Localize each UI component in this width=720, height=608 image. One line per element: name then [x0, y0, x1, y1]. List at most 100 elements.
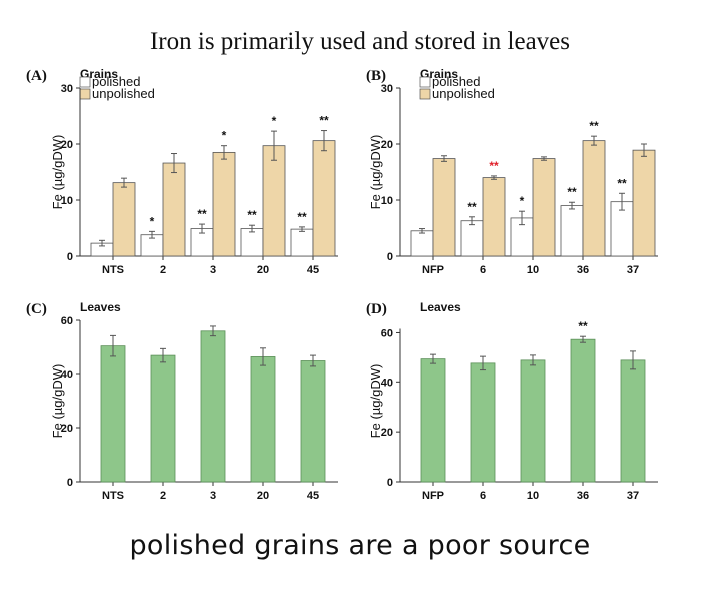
- bar-leaves-3: [200, 330, 226, 483]
- legend-title: Leaves: [420, 300, 461, 314]
- bar-leaves-37: [620, 359, 646, 483]
- x-tick-label: 36: [577, 264, 589, 276]
- x-tick-label: 45: [307, 490, 319, 502]
- bar-unpolished-37: [632, 149, 656, 257]
- bar-polished-nfp: [410, 230, 434, 257]
- panel-label: (B): [366, 68, 386, 84]
- x-tick-label: 45: [307, 264, 319, 276]
- bar-polished-6: [460, 220, 484, 257]
- y-tick-label: 10: [61, 195, 73, 207]
- bar-unpolished-3: [212, 151, 236, 257]
- x-tick-label: 37: [627, 490, 639, 502]
- y-tick-label: 0: [67, 477, 73, 489]
- significance-marker: *: [520, 194, 525, 208]
- bar-unpolished-20: [262, 145, 286, 257]
- x-tick-label: NFP: [422, 490, 444, 502]
- bar-unpolished-nts: [112, 182, 136, 257]
- y-tick-label: 30: [61, 83, 73, 95]
- legend-title: Leaves: [80, 300, 121, 314]
- y-tick-label: 20: [381, 427, 393, 439]
- y-tick-label: 30: [381, 83, 393, 95]
- x-tick-label: 6: [480, 490, 486, 502]
- y-axis-label: Fe (µg/gDW): [368, 364, 383, 439]
- bar-leaves-2: [150, 354, 176, 483]
- x-tick-label: 20: [257, 264, 269, 276]
- bar-unpolished-6: [482, 177, 506, 257]
- x-tick-label: 3: [210, 490, 216, 502]
- bar-polished-45: [290, 228, 314, 257]
- bar-unpolished-36: [582, 140, 606, 257]
- y-axis-label: Fe (µg/gDW): [50, 135, 65, 210]
- bar-leaves-6: [470, 362, 496, 483]
- y-axis-label: Fe (µg/gDW): [368, 135, 383, 210]
- bar-leaves-nts: [100, 345, 126, 483]
- chart-panel-c: (C) Leaves 0 20 40 60 Fe (µg/gDW) NTS 2 3 20 45: [26, 300, 338, 502]
- x-tick-label: 10: [527, 490, 539, 502]
- x-tick-label: 2: [160, 490, 166, 502]
- legend-swatch-polished: [79, 76, 91, 88]
- chart-panel-d: (D) Leaves 0 20 40 60 Fe (µg/gDW) NFP 6 10 36 ** 37: [366, 300, 658, 502]
- panel-label: (A): [26, 68, 47, 84]
- x-tick-label: 6: [480, 264, 486, 276]
- y-tick-label: 0: [387, 251, 393, 263]
- legend-swatch-unpolished: [79, 88, 91, 100]
- y-tick-label: 60: [61, 315, 73, 327]
- y-tick-label: 40: [381, 377, 393, 389]
- significance-marker: **: [617, 176, 627, 190]
- x-tick-label: NTS: [102, 264, 124, 276]
- bar-leaves-36: [570, 338, 596, 483]
- x-tick-label: NFP: [422, 264, 444, 276]
- x-tick-label: 36: [577, 490, 589, 502]
- bar-unpolished-2: [162, 162, 186, 257]
- panel-label: (C): [26, 301, 47, 317]
- x-tick-label: NTS: [102, 490, 124, 502]
- y-tick-label: 20: [381, 139, 393, 151]
- significance-marker: *: [272, 114, 277, 128]
- significance-marker: **: [489, 159, 499, 173]
- legend-label-polished: polished: [432, 74, 480, 89]
- bar-leaves-nfp: [420, 358, 446, 483]
- y-tick-label: 60: [381, 327, 393, 339]
- significance-marker: **: [247, 208, 257, 222]
- legend-label-unpolished: unpolished: [92, 86, 155, 101]
- significance-marker: **: [197, 207, 207, 221]
- bar-unpolished-10: [532, 158, 556, 257]
- significance-marker: **: [319, 114, 329, 128]
- bar-polished-20: [240, 228, 264, 257]
- significance-marker: **: [578, 319, 588, 333]
- bar-leaves-45: [300, 360, 326, 483]
- panel-label: (D): [366, 301, 387, 317]
- legend-label-polished: polished: [92, 74, 140, 89]
- x-tick-label: 37: [627, 264, 639, 276]
- bar-leaves-20: [250, 356, 276, 483]
- significance-marker: **: [467, 200, 477, 214]
- significance-marker: *: [222, 129, 227, 143]
- y-tick-label: 40: [61, 369, 73, 381]
- significance-marker: **: [297, 210, 307, 224]
- legend-swatch-unpolished: [419, 88, 431, 100]
- bar-leaves-10: [520, 359, 546, 483]
- y-tick-label: 10: [381, 195, 393, 207]
- significance-marker: *: [150, 214, 155, 228]
- legend-swatch-polished: [419, 76, 431, 88]
- y-tick-label: 0: [387, 477, 393, 489]
- bar-polished-36: [560, 205, 584, 257]
- y-tick-label: 0: [67, 251, 73, 263]
- bar-unpolished-nfp: [432, 158, 456, 257]
- y-tick-label: 20: [61, 423, 73, 435]
- x-tick-label: 10: [527, 264, 539, 276]
- x-tick-label: 3: [210, 264, 216, 276]
- y-tick-label: 20: [61, 139, 73, 151]
- x-tick-label: 20: [257, 490, 269, 502]
- legend-label-unpolished: unpolished: [432, 86, 495, 101]
- bar-unpolished-45: [312, 140, 336, 257]
- y-axis-label: Fe (µg/gDW): [50, 364, 65, 439]
- significance-marker: **: [567, 185, 577, 199]
- slide-title: Iron is primarily used and stored in lea…: [149, 28, 571, 55]
- significance-marker: **: [589, 119, 599, 133]
- slide-footer: polished grains are a poor source: [129, 530, 591, 561]
- x-tick-label: 2: [160, 264, 166, 276]
